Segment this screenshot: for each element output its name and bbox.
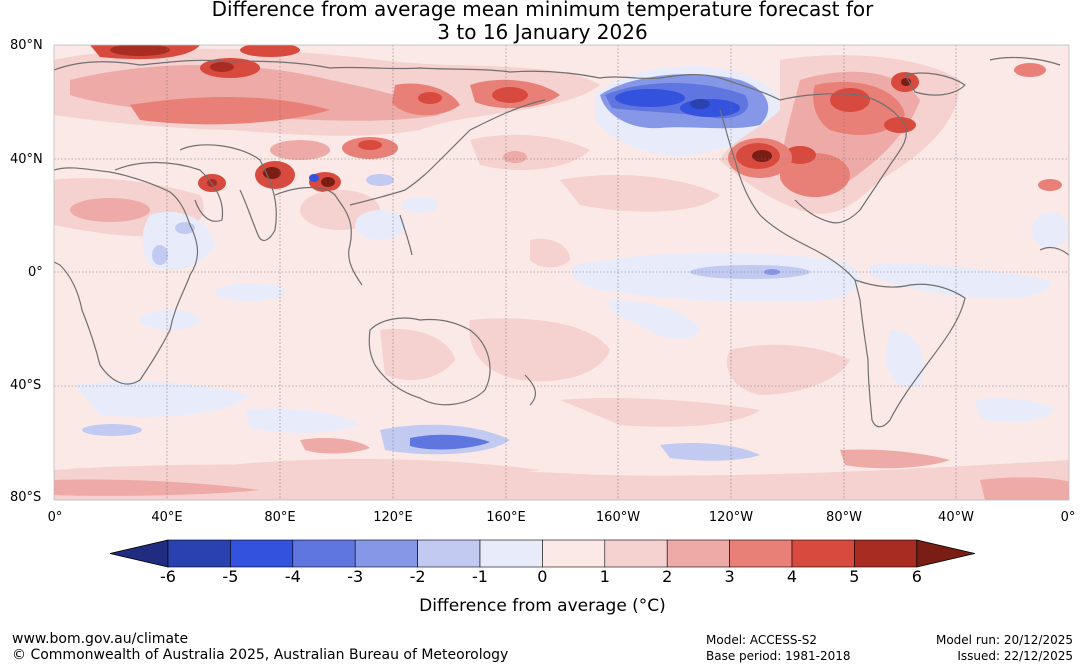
map-frame	[53, 44, 1070, 501]
colorbar-tick-label: -2	[409, 567, 426, 586]
colorbar-tick-label: 3	[724, 567, 735, 586]
footer-model: Model: ACCESS-S2	[706, 633, 818, 647]
lon-label-120e: 120°E	[373, 510, 413, 525]
colorbar-swatch	[167, 539, 231, 568]
lon-label-40e: 40°E	[151, 510, 183, 525]
lat-label-80s: 80°S	[10, 490, 42, 505]
colorbar-label: Difference from average (°C)	[419, 596, 666, 616]
lon-label-0-right: 0°	[1060, 510, 1076, 525]
colorbar-swatch	[854, 539, 918, 568]
lon-label-0-left: 0°	[47, 510, 63, 525]
colorbar-tick-label: -5	[222, 567, 239, 586]
colorbar-swatch	[604, 539, 668, 568]
lon-label-160e: 160°E	[486, 510, 526, 525]
footer-model-run: Model run: 20/12/2025	[935, 633, 1073, 647]
lon-label-80e: 80°E	[264, 510, 296, 525]
lon-label-120w: 120°W	[708, 510, 754, 525]
lat-label-40n: 40°N	[10, 152, 43, 167]
colorbar-tick-label: 6	[911, 567, 922, 586]
colorbar-swatch	[666, 539, 730, 568]
colorbar-swatch	[729, 539, 793, 568]
colorbar-swatch	[791, 539, 855, 568]
colorbar-swatch	[354, 539, 418, 568]
graticule	[54, 45, 1069, 500]
colorbar-tick-label: 2	[662, 567, 673, 586]
forecast-map	[53, 44, 1070, 501]
colorbar-swatch	[542, 539, 606, 568]
colorbar-swatch	[417, 539, 481, 568]
lon-label-160w: 160°W	[595, 510, 641, 525]
colorbar-extend-low	[109, 539, 169, 568]
colorbar-tick-label: 5	[849, 567, 860, 586]
footer-base-period: Base period: 1981-2018	[706, 649, 851, 663]
colorbar-swatch	[479, 539, 543, 568]
lat-label-0: 0°	[28, 265, 43, 280]
colorbar-tick-label: -4	[284, 567, 301, 586]
colorbar-tick-label: -3	[347, 567, 364, 586]
map-title-line-1: Difference from average mean minimum tem…	[211, 0, 874, 21]
colorbar-tick-label: 1	[599, 567, 610, 586]
colorbar-extend-high	[916, 539, 975, 568]
colorbar-tick-label: -6	[160, 567, 176, 586]
colorbar-swatch	[292, 539, 356, 568]
colorbar-swatch	[230, 539, 294, 568]
anomaly-patches	[54, 45, 1069, 500]
map-title-line-2: 3 to 16 January 2026	[437, 20, 648, 44]
coastlines	[54, 56, 1069, 428]
colorbar-tick-label: 4	[786, 567, 798, 586]
lat-label-80n: 80°N	[10, 38, 43, 53]
colorbar-tick-label: -1	[472, 567, 488, 586]
footer-issued: Issued: 22/12/2025	[957, 649, 1073, 663]
lon-label-80w: 80°W	[826, 510, 862, 525]
lon-label-40w: 40°W	[938, 510, 974, 525]
lat-label-40s: 40°S	[10, 378, 42, 393]
footer-url: www.bom.gov.au/climate	[12, 631, 189, 647]
footer-copyright: © Commonwealth of Australia 2025, Austra…	[12, 647, 509, 663]
colorbar-tick-label: 0	[537, 567, 548, 586]
